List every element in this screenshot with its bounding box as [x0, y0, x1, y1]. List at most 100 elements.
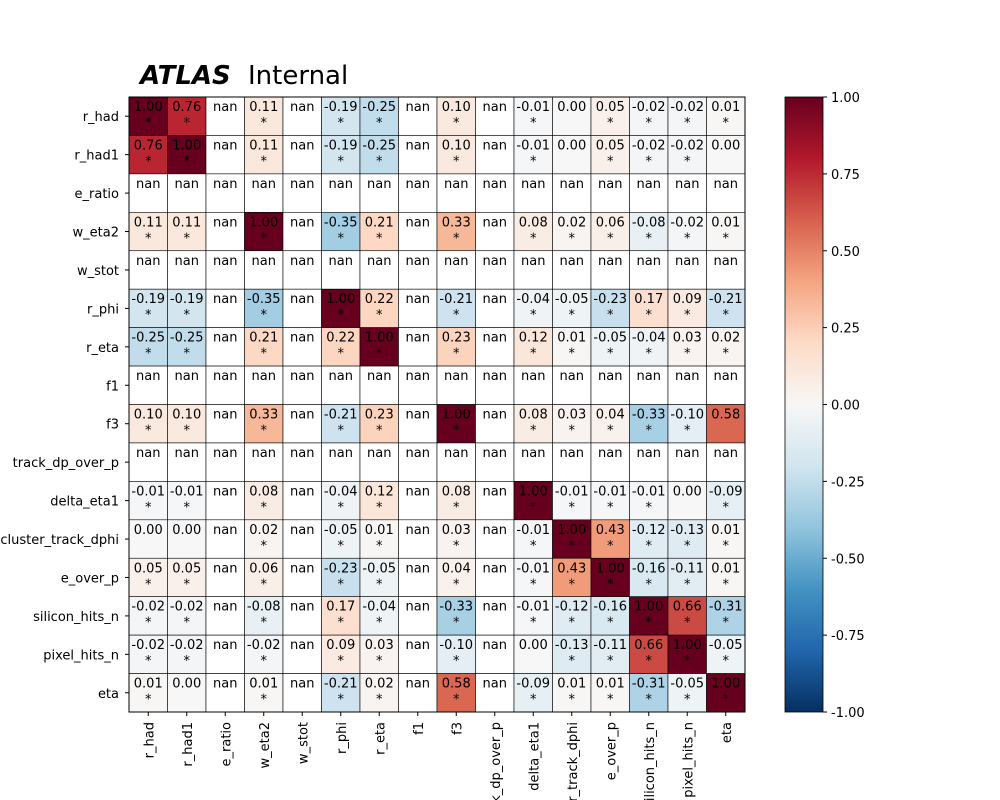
- cell: [205, 327, 245, 367]
- cell: [205, 481, 245, 521]
- cell-label: 0.03: [442, 523, 471, 538]
- significance-marker: *: [338, 539, 345, 554]
- cell-label: nan: [598, 254, 622, 269]
- cell-label: -0.02: [632, 138, 666, 153]
- cell-label: nan: [175, 177, 199, 192]
- cell-label: nan: [252, 369, 276, 384]
- cell: [513, 634, 553, 674]
- cell: [667, 519, 707, 559]
- significance-marker: *: [607, 693, 614, 708]
- cell-label: nan: [213, 138, 237, 153]
- cell: [552, 634, 592, 674]
- significance-marker: *: [684, 654, 691, 669]
- significance-marker: *: [453, 693, 460, 708]
- cell-label: nan: [213, 100, 237, 115]
- cell: [513, 288, 553, 328]
- cell-label: nan: [483, 484, 507, 499]
- cell: [321, 327, 361, 367]
- cell-label: nan: [560, 369, 584, 384]
- cell-label: nan: [521, 446, 545, 461]
- significance-marker: *: [684, 231, 691, 246]
- cell-label: 0.00: [519, 638, 548, 653]
- cell: [667, 288, 707, 328]
- cell: [436, 288, 476, 328]
- cell-label: 0.05: [134, 561, 163, 576]
- cell: [398, 288, 438, 328]
- cell-label: 0.05: [596, 100, 625, 115]
- cell: [282, 135, 322, 175]
- cell-label: nan: [444, 254, 468, 269]
- cell: [359, 173, 399, 213]
- cell: [436, 327, 476, 367]
- significance-marker: *: [530, 347, 537, 362]
- cell: [475, 596, 515, 636]
- cell-label: -0.01: [131, 484, 165, 499]
- cell: [398, 250, 438, 290]
- cell-label: -0.33: [632, 408, 666, 423]
- y-tick-label: track_dp_over_p: [13, 456, 119, 471]
- cell-label: nan: [560, 446, 584, 461]
- significance-marker: *: [646, 308, 653, 323]
- significance-marker: *: [145, 654, 152, 669]
- x-tick-label: r_phi: [335, 722, 350, 754]
- significance-marker: *: [646, 347, 653, 362]
- cell-label: nan: [290, 446, 314, 461]
- significance-marker: *: [338, 231, 345, 246]
- cell-label: 0.11: [249, 138, 278, 153]
- cell-label: nan: [637, 369, 661, 384]
- cell: [167, 481, 207, 521]
- cell-label: 0.11: [249, 100, 278, 115]
- cell-label: -0.33: [439, 600, 473, 615]
- significance-marker: *: [261, 693, 268, 708]
- x-tick-label: w_stot: [296, 722, 311, 764]
- cell-label: nan: [521, 254, 545, 269]
- cell-label: nan: [406, 677, 430, 692]
- cell-label: 0.01: [711, 561, 740, 576]
- significance-marker: *: [261, 539, 268, 554]
- cell-label: nan: [290, 138, 314, 153]
- cell-label: nan: [175, 446, 199, 461]
- cell-label: nan: [290, 369, 314, 384]
- cell-label: nan: [290, 254, 314, 269]
- cell-label: nan: [406, 446, 430, 461]
- cell-label: 0.08: [519, 215, 548, 230]
- cell-label: nan: [213, 446, 237, 461]
- cell: [513, 596, 553, 636]
- significance-marker: *: [453, 116, 460, 131]
- cell-label: -0.02: [170, 638, 204, 653]
- significance-marker: *: [184, 424, 191, 439]
- cell-label: -0.01: [555, 484, 589, 499]
- cell: [167, 442, 207, 482]
- colorbar-tick-label: -1.00: [831, 706, 865, 721]
- cell-label: 1.00: [557, 523, 586, 538]
- significance-marker: *: [376, 693, 383, 708]
- cell-label: nan: [714, 254, 738, 269]
- cell-label: -0.01: [516, 523, 550, 538]
- cell-label: nan: [637, 446, 661, 461]
- cell: [128, 519, 168, 559]
- cell: [513, 365, 553, 405]
- cell-label: nan: [714, 446, 738, 461]
- significance-marker: *: [530, 577, 537, 592]
- cell: [667, 557, 707, 597]
- cell: [667, 634, 707, 674]
- cell-label: -0.08: [632, 215, 666, 230]
- cell-label: nan: [406, 369, 430, 384]
- significance-marker: *: [569, 577, 576, 592]
- cell-label: nan: [290, 331, 314, 346]
- x-tick-label: silicon_hits_n: [643, 722, 658, 800]
- cell-label: nan: [483, 408, 507, 423]
- cell: [398, 173, 438, 213]
- cell-label: -0.02: [247, 638, 281, 653]
- significance-marker: *: [723, 231, 730, 246]
- cell-label: 1.00: [134, 100, 163, 115]
- cell-label: nan: [444, 369, 468, 384]
- cell: [205, 250, 245, 290]
- cell: [552, 96, 592, 136]
- cell-label: nan: [213, 292, 237, 307]
- significance-marker: *: [607, 308, 614, 323]
- cell: [167, 404, 207, 444]
- cell-label: nan: [675, 254, 699, 269]
- cell-label: -0.02: [170, 600, 204, 615]
- cell: [552, 557, 592, 597]
